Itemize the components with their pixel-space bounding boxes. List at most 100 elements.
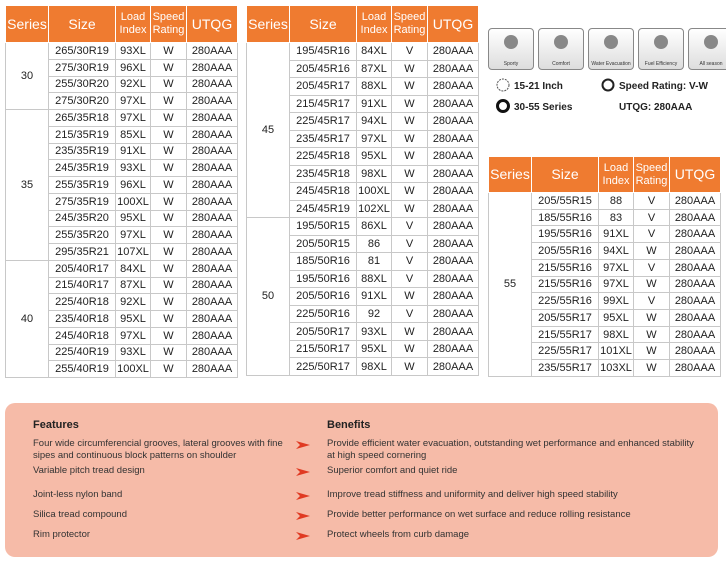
cell: 280AAA — [427, 217, 479, 236]
cell: 100XL — [356, 182, 392, 201]
cell: 97XL — [115, 92, 151, 110]
cell: 255/35R19 — [48, 176, 116, 194]
row: 215/50R17 95XL W 280AAA — [247, 339, 479, 359]
cell: 265/35R18 — [48, 109, 116, 127]
cell: W — [150, 226, 187, 244]
icon: Sporty — [488, 28, 534, 70]
cell: 225/50R17 — [289, 357, 357, 376]
series-cell: 30 — [5, 42, 49, 110]
cell: 97XL — [356, 129, 392, 149]
cell: 215/55R16 — [531, 258, 599, 277]
row: 195/50R16 88XL V 280AAA — [247, 269, 479, 289]
cell: 245/35R19 — [48, 159, 116, 177]
row: 205/50R15 86 V 280AAA — [247, 234, 479, 254]
cell: 235/45R18 — [289, 164, 357, 184]
header-cell: Size — [289, 5, 357, 43]
cell: 97XL — [115, 109, 151, 127]
header-row: Series Size Load Index Speed Rating UTQG — [488, 156, 721, 193]
cell: W — [150, 142, 187, 161]
row: 205/50R17 93XL W 280AAA — [247, 322, 479, 341]
cell: 280AAA — [186, 142, 238, 161]
cell: 92XL — [115, 75, 151, 94]
cell: 280AAA — [669, 275, 721, 294]
cell: 280AAA — [186, 92, 238, 110]
arrow — [296, 441, 310, 449]
row: 245/35R20 95XL W 280AAA — [6, 209, 238, 228]
cell: 185/55R16 — [531, 208, 599, 227]
cell: 97XL — [598, 258, 634, 277]
row: 255/35R20 97XL W 280AAA — [6, 226, 238, 244]
row: 235/40R18 95XL W 280AAA — [6, 310, 238, 328]
cell: V — [633, 208, 670, 227]
cell: 84XL — [356, 42, 392, 61]
cell: 195/50R16 — [289, 269, 357, 289]
cell: W — [150, 276, 187, 295]
row: 225/40R18 92XL W 280AAA — [6, 293, 238, 311]
cell: 280AAA — [669, 342, 721, 361]
arrow — [296, 492, 310, 500]
cell: W — [633, 275, 670, 294]
row: 275/35R19 100XL W 280AAA — [6, 192, 238, 211]
cell: W — [391, 199, 428, 219]
cell: 93XL — [115, 159, 151, 177]
cell: 280AAA — [186, 58, 238, 77]
cell: 98XL — [356, 357, 392, 376]
icon-glyph — [704, 35, 718, 49]
cell: 280AAA — [427, 339, 479, 359]
cell: 280AAA — [186, 226, 238, 244]
cell: 98XL — [356, 164, 392, 184]
cell: V — [633, 258, 670, 277]
cell: 205/55R15 — [531, 192, 599, 210]
cell: 280AAA — [427, 304, 479, 324]
cell: 280AAA — [186, 176, 238, 194]
cell: 85XL — [115, 125, 151, 144]
icon: Fuel Efficiency — [638, 28, 684, 70]
cell: 280AAA — [427, 147, 479, 166]
cell: W — [391, 147, 428, 166]
cell: 280AAA — [427, 164, 479, 184]
series-cell: 55 — [488, 192, 532, 377]
features-title: Features — [33, 419, 79, 431]
cell: 235/55R17 — [531, 359, 599, 377]
cell: W — [633, 309, 670, 327]
header-cell: Speed Rating — [391, 5, 428, 43]
cell: W — [633, 242, 670, 260]
cell: 225/55R17 — [531, 342, 599, 361]
cell: 265/30R19 — [48, 42, 116, 60]
cell: W — [391, 94, 428, 114]
header-cell: Series — [246, 5, 290, 43]
cell: 235/35R19 — [48, 142, 116, 161]
cell: 280AAA — [669, 258, 721, 277]
spec-table: Series Size Load Index Speed Rating UTQG 45 19… — [246, 5, 479, 376]
features-item: Four wide circumferencial grooves, later… — [33, 438, 283, 461]
cell: 280AAA — [427, 129, 479, 149]
cell: V — [633, 192, 670, 210]
row: 235/45R17 97XL W 280AAA — [247, 129, 479, 149]
row: 55 205/55R15 88 V 280AAA — [488, 192, 721, 377]
icon-label: Fuel Efficiency — [644, 61, 678, 67]
cell: 280AAA — [427, 42, 479, 61]
cell: W — [150, 293, 187, 311]
features-item: Variable pitch tread design — [33, 465, 145, 476]
cell: 225/45R18 — [289, 147, 357, 166]
cell: 280AAA — [427, 94, 479, 114]
cell: W — [150, 243, 187, 261]
arrow — [296, 468, 310, 476]
row: 255/30R20 92XL W 280AAA — [6, 75, 238, 94]
features-item: Rim protector — [33, 529, 91, 540]
cell: 97XL — [115, 326, 151, 345]
benefits-item: Improve tread stiffness and uniformity a… — [327, 489, 618, 500]
cell: 280AAA — [669, 309, 721, 327]
row: 225/45R18 95XL W 280AAA — [247, 147, 479, 166]
row: 205/55R16 94XL W 280AAA — [489, 242, 721, 260]
cell: 280AAA — [427, 112, 479, 131]
series-cell: 45 — [246, 41, 290, 219]
cell: 91XL — [356, 94, 392, 114]
cell: 91XL — [115, 142, 151, 161]
cell: 280AAA — [669, 292, 721, 311]
cell: W — [150, 310, 187, 328]
cell: W — [150, 125, 187, 144]
cell: 205/50R15 — [289, 234, 357, 254]
icon-label: All season — [699, 61, 723, 67]
cell: 86XL — [356, 217, 392, 236]
